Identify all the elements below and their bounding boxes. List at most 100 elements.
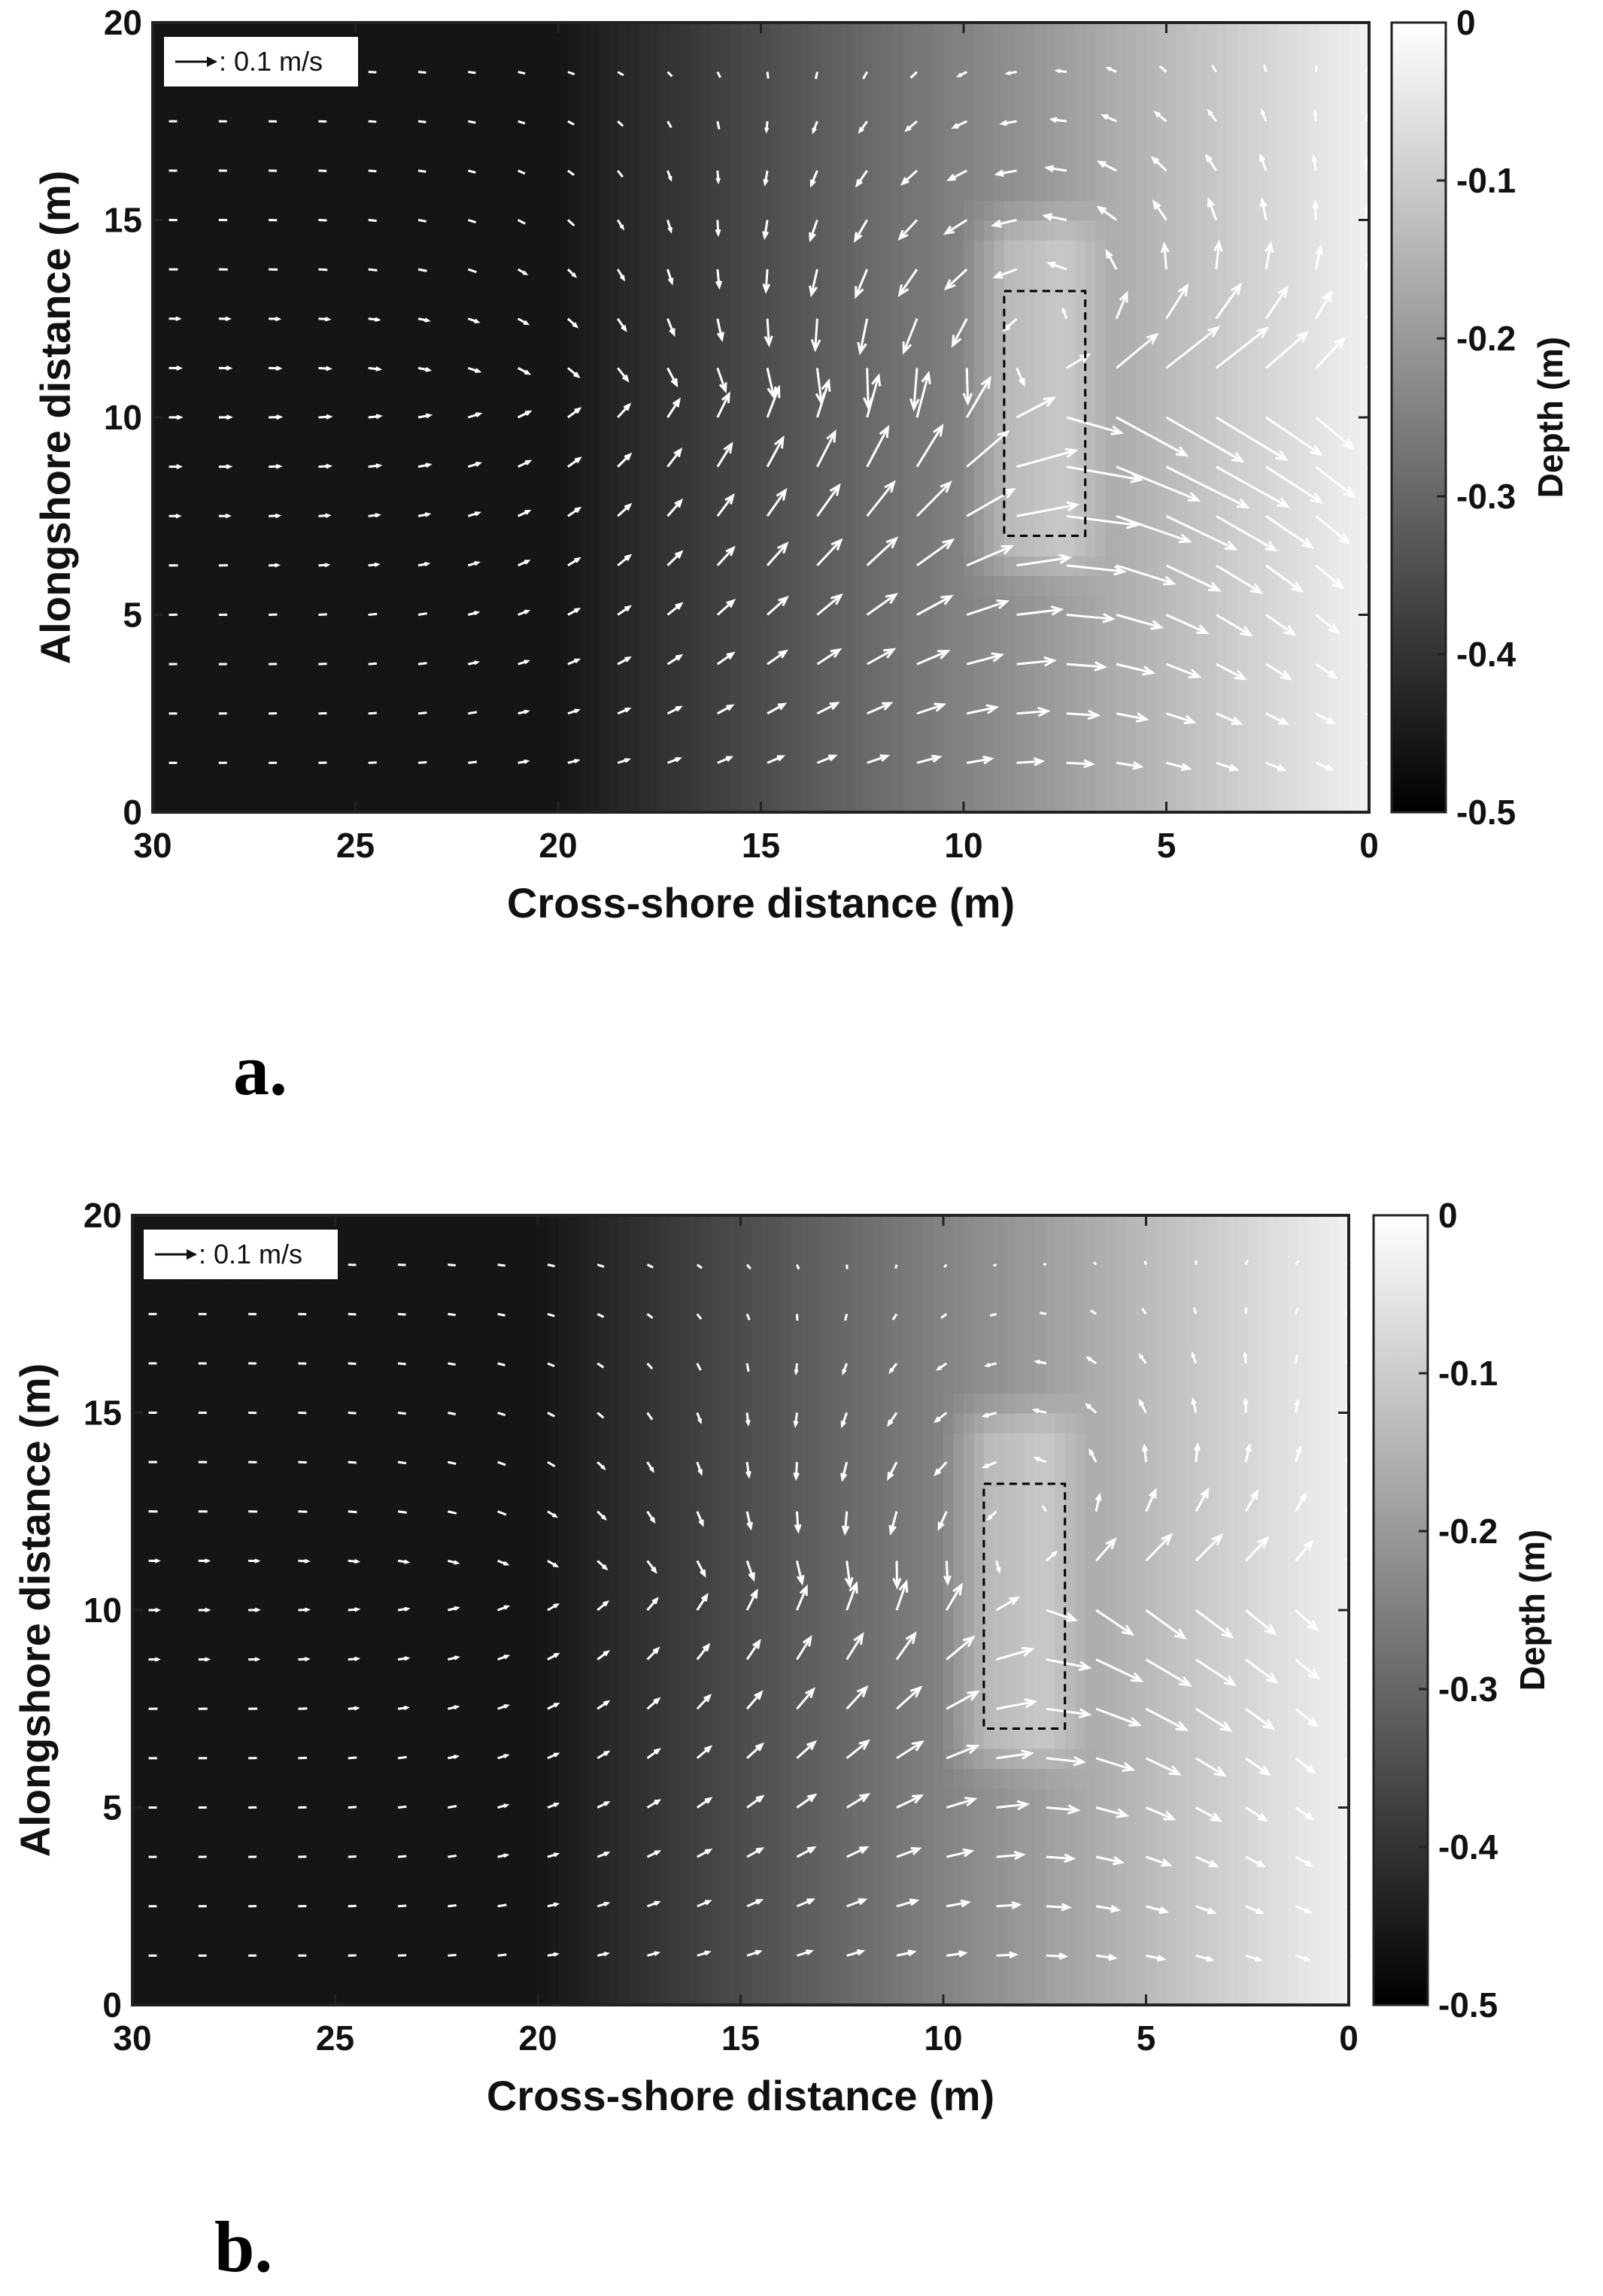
vector-arrow [597, 1412, 605, 1419]
vector-arrow [1215, 242, 1221, 270]
depth-cell [1085, 23, 1097, 202]
vector-arrow [368, 711, 377, 715]
vector-arrowhead [796, 1575, 805, 1586]
vector-arrowhead [1102, 613, 1116, 623]
depth-cell [872, 23, 884, 813]
vector-arrowhead [304, 1558, 311, 1564]
vector-arrowhead [374, 317, 381, 322]
vector-arrowhead [1002, 324, 1010, 332]
vector-arrow [1044, 214, 1067, 221]
vector-arrow [696, 1644, 710, 1661]
vector-arrowhead [764, 127, 770, 134]
vector-arrowhead [1000, 544, 1015, 555]
depth-cell [1207, 1215, 1218, 2006]
x-tick-label: 30 [113, 2018, 151, 2058]
vector-arrowhead [807, 1793, 818, 1803]
vector-arrowhead [624, 554, 633, 561]
depth-cell [1055, 535, 1066, 557]
vector-arrowhead [828, 754, 838, 762]
depth-cell [1044, 535, 1056, 557]
depth-cell [700, 1215, 712, 2006]
vector-arrow [368, 120, 377, 123]
vector-arrowhead [777, 702, 788, 711]
depth-cell [1055, 239, 1066, 537]
vector-arrow [1095, 1539, 1116, 1562]
vector-arrowhead [624, 707, 632, 713]
vector-arrow [617, 71, 624, 77]
vector-arrow [1043, 1263, 1047, 1266]
depth-cell [1044, 220, 1056, 241]
vector-arrowhead [1264, 241, 1274, 253]
vector-arrowhead [475, 461, 483, 467]
vector-arrow [945, 1560, 949, 1584]
vector-arrow [866, 368, 870, 408]
vector-arrow [1145, 1534, 1172, 1562]
depth-cell [1064, 1215, 1076, 1394]
vector-arrow [1016, 608, 1061, 616]
vector-arrow [855, 268, 869, 297]
x-axis-label: Cross-shore distance (m) [507, 879, 1015, 927]
depth-cell [538, 23, 549, 813]
vector-arrow [1165, 326, 1219, 369]
depth-cell [1125, 23, 1137, 813]
vector-arrowhead [1110, 425, 1125, 435]
vector-arrowhead [715, 229, 721, 238]
vector-arrowhead [992, 271, 1003, 279]
vector-arrow [1365, 296, 1377, 320]
vector-arrowhead [842, 1369, 847, 1375]
vector-arrowhead [654, 1748, 661, 1755]
depth-cell [1055, 1215, 1066, 1394]
depth-cell [973, 23, 985, 202]
vector-arrow [397, 1312, 406, 1316]
depth-cell [983, 1412, 995, 1433]
depth-cell [943, 23, 955, 813]
vector-arrowhead [887, 1472, 894, 1482]
depth-cell [1095, 220, 1107, 241]
vector-arrow [1146, 1954, 1164, 1961]
y-tick-label: 15 [104, 201, 142, 240]
vector-arrow [447, 1510, 457, 1515]
vector-arrowhead [600, 1464, 606, 1471]
vector-arrowhead [704, 1900, 712, 1906]
vector-arrowhead [1019, 378, 1025, 387]
vector-arrow [716, 268, 721, 287]
vector-arrowhead [776, 487, 788, 501]
vector-arrow [1265, 564, 1302, 593]
depth-cell [761, 1215, 772, 2006]
vector-arrow [766, 368, 776, 397]
vector-arrowhead [754, 1742, 765, 1752]
vector-arrow [1216, 514, 1277, 551]
vector-arrow [646, 1313, 654, 1319]
depth-cell [1044, 23, 1056, 202]
depth-cell [994, 1393, 1005, 1414]
depth-cell [953, 1412, 964, 1433]
vector-arrowhead [619, 224, 625, 231]
vector-arrow [1165, 564, 1220, 592]
vector-arrowhead [1231, 452, 1245, 463]
vector-arrow [966, 600, 1008, 616]
vector-arrowhead [1305, 1812, 1315, 1821]
vector-arrowhead [951, 123, 959, 129]
vector-arrow [1245, 1855, 1264, 1867]
vector-arrow [898, 219, 918, 240]
depth-cell [1105, 239, 1117, 537]
vector-arrowhead [375, 512, 382, 518]
vector-arrow [966, 488, 1015, 517]
vector-arrowhead [623, 402, 632, 411]
vector-arrow [1090, 1309, 1098, 1315]
vector-arrow [1096, 1954, 1116, 1960]
depth-cell [1328, 23, 1340, 813]
vector-arrowhead [958, 1950, 968, 1958]
vector-arrowhead [254, 1558, 261, 1564]
vector-arrow [966, 654, 1002, 666]
depth-cell [1064, 595, 1076, 813]
depth-cell [1034, 535, 1046, 557]
vector-arrow [810, 268, 818, 296]
vector-arrow [916, 595, 952, 616]
vector-arrow [889, 1511, 898, 1533]
vector-arrowhead [1138, 1353, 1144, 1360]
vector-arrowhead [603, 1700, 611, 1706]
vector-arrow [1295, 1541, 1313, 1562]
depth-cell [1003, 23, 1016, 202]
vector-arrowhead [553, 1752, 560, 1758]
